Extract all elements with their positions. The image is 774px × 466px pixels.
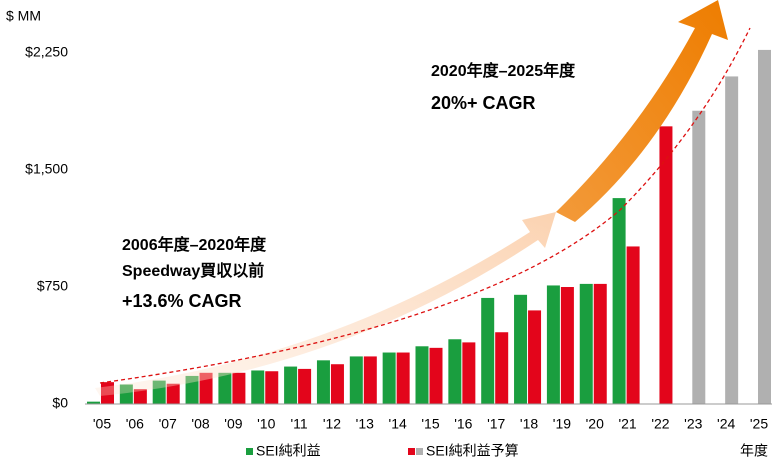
x-tick-label: '16 bbox=[454, 416, 472, 432]
bar bbox=[546, 285, 560, 404]
bar bbox=[199, 372, 213, 404]
bar bbox=[725, 76, 739, 404]
bar bbox=[495, 332, 509, 404]
bar bbox=[481, 297, 495, 404]
x-tick-label: '09 bbox=[224, 416, 242, 432]
x-tick-label: '12 bbox=[323, 416, 341, 432]
x-tick-label: '11 bbox=[290, 416, 307, 432]
bar bbox=[692, 110, 706, 405]
bar bbox=[528, 310, 542, 404]
bar bbox=[415, 346, 429, 404]
x-tick-label: '21 bbox=[618, 416, 636, 432]
annotation: +13.6% CAGR bbox=[122, 291, 242, 311]
bar bbox=[284, 366, 298, 404]
bar bbox=[218, 372, 232, 404]
x-tick-label: '10 bbox=[257, 416, 275, 432]
annotation: 20%+ CAGR bbox=[431, 93, 536, 113]
x-tick-label: '19 bbox=[553, 416, 571, 432]
x-axis-title: 年度 bbox=[740, 443, 768, 459]
bar bbox=[330, 364, 344, 404]
bar bbox=[462, 342, 476, 404]
trend-line bbox=[99, 27, 751, 384]
x-tick-label: '25 bbox=[750, 416, 768, 432]
annotation: Speedway買収以前 bbox=[122, 261, 264, 280]
x-tick-label: '18 bbox=[520, 416, 538, 432]
bar bbox=[166, 383, 180, 404]
y-tick-label: $0 bbox=[52, 395, 68, 411]
bar bbox=[265, 371, 279, 404]
legend-label: SEI純利益 bbox=[256, 443, 321, 459]
bar bbox=[382, 352, 396, 404]
legend-swatch bbox=[416, 448, 423, 455]
x-tick-label: '24 bbox=[717, 416, 735, 432]
legend-swatch bbox=[408, 448, 415, 455]
legend-label: SEI純利益予算 bbox=[426, 443, 519, 459]
bar bbox=[298, 368, 312, 404]
x-tick-label: '07 bbox=[159, 416, 177, 432]
legend-swatch bbox=[246, 448, 253, 455]
bar bbox=[593, 283, 607, 404]
y-tick-label: $750 bbox=[37, 278, 68, 294]
bar bbox=[87, 401, 100, 404]
annotation: 2020年度–2025年度 bbox=[431, 61, 576, 80]
y-tick-label: $2,250 bbox=[25, 44, 68, 60]
bar bbox=[579, 283, 593, 404]
x-tick-label: '20 bbox=[586, 416, 604, 432]
y-tick-label: $1,500 bbox=[25, 161, 68, 177]
x-tick-label: '05 bbox=[93, 416, 111, 432]
x-tick-label: '08 bbox=[191, 416, 209, 432]
bar bbox=[316, 360, 330, 404]
bar bbox=[396, 352, 410, 404]
annotation: 2006年度–2020年度 bbox=[122, 235, 267, 254]
bar bbox=[758, 49, 771, 404]
bar bbox=[349, 356, 363, 404]
x-tick-label: '13 bbox=[356, 416, 374, 432]
bar bbox=[363, 356, 377, 404]
growth-arrow-future bbox=[556, 0, 728, 222]
bar bbox=[133, 389, 147, 404]
bar bbox=[612, 198, 626, 404]
bar bbox=[232, 372, 246, 404]
x-tick-label: '17 bbox=[487, 416, 505, 432]
bar bbox=[514, 294, 528, 404]
bar bbox=[626, 246, 640, 404]
y-axis-title: $ MM bbox=[6, 8, 41, 24]
x-tick-label: '23 bbox=[684, 416, 702, 432]
x-tick-label: '22 bbox=[651, 416, 669, 432]
bar bbox=[448, 339, 462, 404]
bar bbox=[659, 126, 673, 405]
x-tick-label: '06 bbox=[126, 416, 144, 432]
bar bbox=[429, 347, 443, 404]
x-tick-label: '15 bbox=[421, 416, 439, 432]
bar bbox=[251, 370, 265, 404]
bar bbox=[560, 287, 574, 404]
x-tick-label: '14 bbox=[389, 416, 407, 432]
